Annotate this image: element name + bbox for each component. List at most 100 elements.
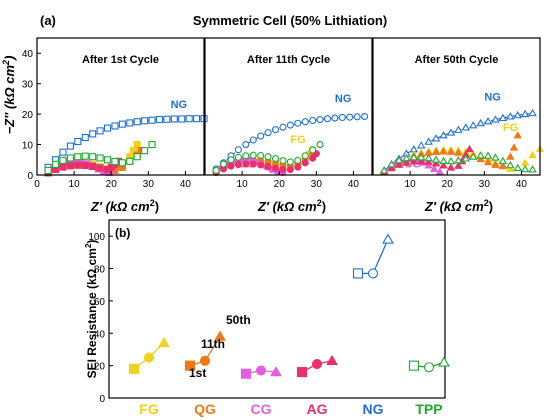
data-point <box>59 156 67 164</box>
data-point <box>394 156 404 164</box>
x-tick-label: 10 <box>69 179 81 190</box>
data-point <box>431 159 441 167</box>
data-point <box>468 121 478 129</box>
data-point <box>446 128 456 136</box>
plot-frame <box>372 37 541 176</box>
data-point <box>271 164 280 172</box>
plot-frame <box>36 37 205 176</box>
data-point <box>491 115 500 123</box>
data-point <box>483 151 493 159</box>
data-point <box>178 115 186 123</box>
x-tick-label: 40 <box>516 179 528 190</box>
data-point <box>424 137 433 145</box>
data-point <box>52 160 60 168</box>
panel-b-frame <box>108 219 446 399</box>
sei-point-1st <box>240 368 252 379</box>
data-point <box>264 162 272 171</box>
sei-point-11th <box>311 358 323 370</box>
data-point <box>402 153 411 162</box>
data-point <box>193 115 201 123</box>
data-point <box>155 116 164 124</box>
data-point <box>286 158 294 166</box>
series-label-ng: NG <box>171 99 188 111</box>
data-point <box>249 136 257 144</box>
data-point <box>476 154 485 163</box>
category-label-fg: FG <box>139 401 159 417</box>
sei-point-50th <box>214 330 226 341</box>
annotation-50th: 50th <box>226 313 251 327</box>
data-point <box>309 116 317 125</box>
sei-point-1st <box>296 367 308 378</box>
data-point <box>431 147 441 155</box>
data-point <box>59 163 67 171</box>
sei-point-11th <box>423 362 435 373</box>
y-tick-label: 40 <box>94 329 106 340</box>
x-tick-label: 40 <box>180 179 192 190</box>
series-tpp-1 <box>44 141 156 174</box>
data-point <box>409 157 419 165</box>
series-tpp-2 <box>212 141 324 174</box>
data-point <box>331 114 339 122</box>
data-point <box>133 141 141 149</box>
data-point <box>279 157 287 165</box>
subplot-title: After 1st Cycle <box>82 54 159 66</box>
data-point <box>454 148 463 156</box>
subplot-title: After 11th Cycle <box>247 54 330 66</box>
sei-group-ag: AG <box>296 354 338 417</box>
fit-line-ng <box>47 118 204 168</box>
data-point <box>429 164 439 172</box>
data-point <box>416 156 426 165</box>
data-point <box>301 152 309 160</box>
x-tick-label: 10 <box>237 179 249 190</box>
series-label-ng: NG <box>335 93 352 105</box>
y-tick-label: 20 <box>22 110 34 121</box>
data-point <box>424 153 433 162</box>
data-point <box>133 118 141 126</box>
y-tick-label: 80 <box>94 265 106 276</box>
data-point <box>316 116 324 124</box>
panel-a-label: (a) <box>40 13 56 28</box>
x-tick-label: 30 <box>143 179 155 190</box>
data-point <box>66 162 74 170</box>
data-point <box>294 119 302 127</box>
sei-point-50th <box>158 337 170 348</box>
data-point <box>286 165 294 174</box>
plot-frame <box>204 37 373 176</box>
data-point <box>439 161 448 169</box>
y-tick-label: 10 <box>22 141 34 152</box>
data-point <box>227 162 235 170</box>
data-point <box>520 164 530 173</box>
data-point <box>133 153 141 161</box>
data-point <box>513 131 522 139</box>
data-point <box>476 151 485 159</box>
data-point <box>227 156 235 164</box>
y-tick-label: 0 <box>27 171 33 182</box>
panel-a: (a) Symmetric Cell (50% Lithiation) −Z″ … <box>1 13 545 214</box>
sei-point-50th <box>382 233 394 244</box>
data-point <box>461 123 471 131</box>
data-point <box>439 156 448 164</box>
subplot-1-xlabel: Z′ (kΩ cm2) <box>90 198 159 214</box>
data-point <box>416 153 426 161</box>
data-point <box>424 157 433 165</box>
data-point <box>301 159 309 167</box>
data-point <box>439 131 448 139</box>
data-point <box>476 118 485 127</box>
data-point <box>74 137 82 146</box>
x-tick-label: 20 <box>106 179 118 190</box>
data-point <box>264 129 272 137</box>
data-point <box>96 164 104 172</box>
panel-b-label: (b) <box>115 226 130 240</box>
data-point <box>44 166 52 174</box>
data-point <box>353 113 361 121</box>
data-point <box>394 160 404 168</box>
panel-b: SEI Resistance (kΩ cm2) (b) 0 20 40 60 80 100 F… <box>84 219 450 417</box>
data-point <box>498 161 508 169</box>
y-tick-label: 40 <box>22 49 34 60</box>
category-label-ng: NG <box>363 401 384 417</box>
y-tick-label: 0 <box>99 394 105 405</box>
series-label-fg: FG <box>290 134 305 146</box>
data-point <box>454 161 463 169</box>
sei-point-1st <box>128 363 140 374</box>
